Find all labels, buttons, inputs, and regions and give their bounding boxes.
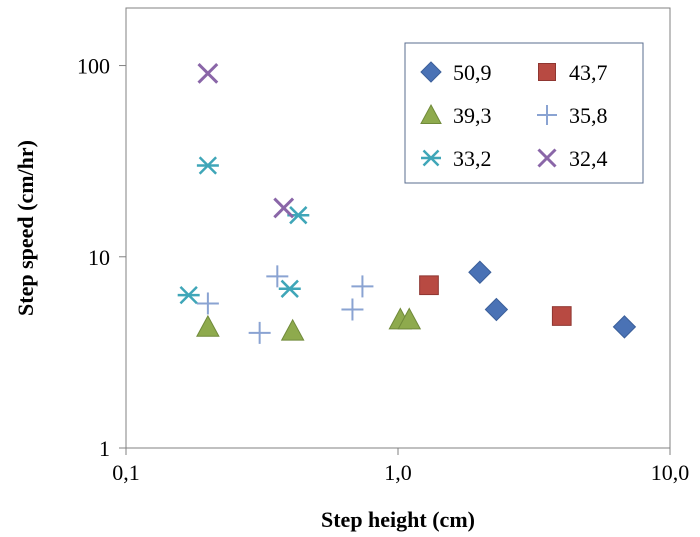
legend-marker-triangle (420, 103, 442, 124)
x-axis-title: Step height (cm) (321, 507, 475, 532)
data-point-square (551, 306, 572, 326)
data-point-plus (248, 321, 271, 344)
axes: 0,1 1,0 10,0 1 10 100 (77, 54, 689, 485)
legend-marker-plus (537, 105, 557, 125)
legend-marker-x (537, 148, 557, 168)
data-point-asterisk (177, 286, 200, 305)
legend-label: 39,3 (453, 103, 492, 128)
data-point-plus (341, 298, 364, 321)
data-point-asterisk (196, 156, 219, 175)
x-tick-label: 1,0 (384, 460, 412, 485)
legend-box (404, 42, 644, 184)
data-point-triangle (397, 307, 422, 330)
data-points (177, 62, 637, 344)
legend-label: 43,7 (569, 60, 608, 85)
data-point-x (197, 62, 219, 84)
data-point-square (419, 275, 439, 296)
x-tick-label: 0,1 (112, 460, 140, 485)
legend-label: 32,4 (569, 146, 608, 171)
legend-label: 33,2 (453, 146, 492, 171)
x-tick-label: 10,0 (651, 460, 690, 485)
data-point-plus (351, 275, 374, 298)
y-tick-label: 100 (77, 54, 110, 79)
legend: 50,9 43,7 39,3 35,8 33,2 32,4 (404, 42, 644, 184)
y-tick-label: 10 (88, 245, 110, 270)
data-point-diamond (484, 297, 509, 322)
data-point-asterisk (278, 279, 301, 298)
legend-label: 50,9 (453, 60, 492, 85)
data-point-triangle (196, 314, 220, 337)
data-point-plus (266, 265, 289, 288)
y-axis-title: Step speed (cm/hr) (13, 140, 38, 316)
data-point-diamond (612, 315, 637, 339)
data-point-triangle (280, 318, 305, 341)
legend-marker-diamond (420, 61, 442, 83)
data-point-diamond (468, 260, 492, 284)
y-tick-label: 1 (99, 436, 110, 461)
legend-marker-asterisk (421, 149, 441, 167)
data-point-plus (196, 292, 219, 315)
data-point-x (273, 197, 295, 219)
legend-label: 35,8 (569, 103, 608, 128)
legend-marker-square (538, 63, 556, 81)
